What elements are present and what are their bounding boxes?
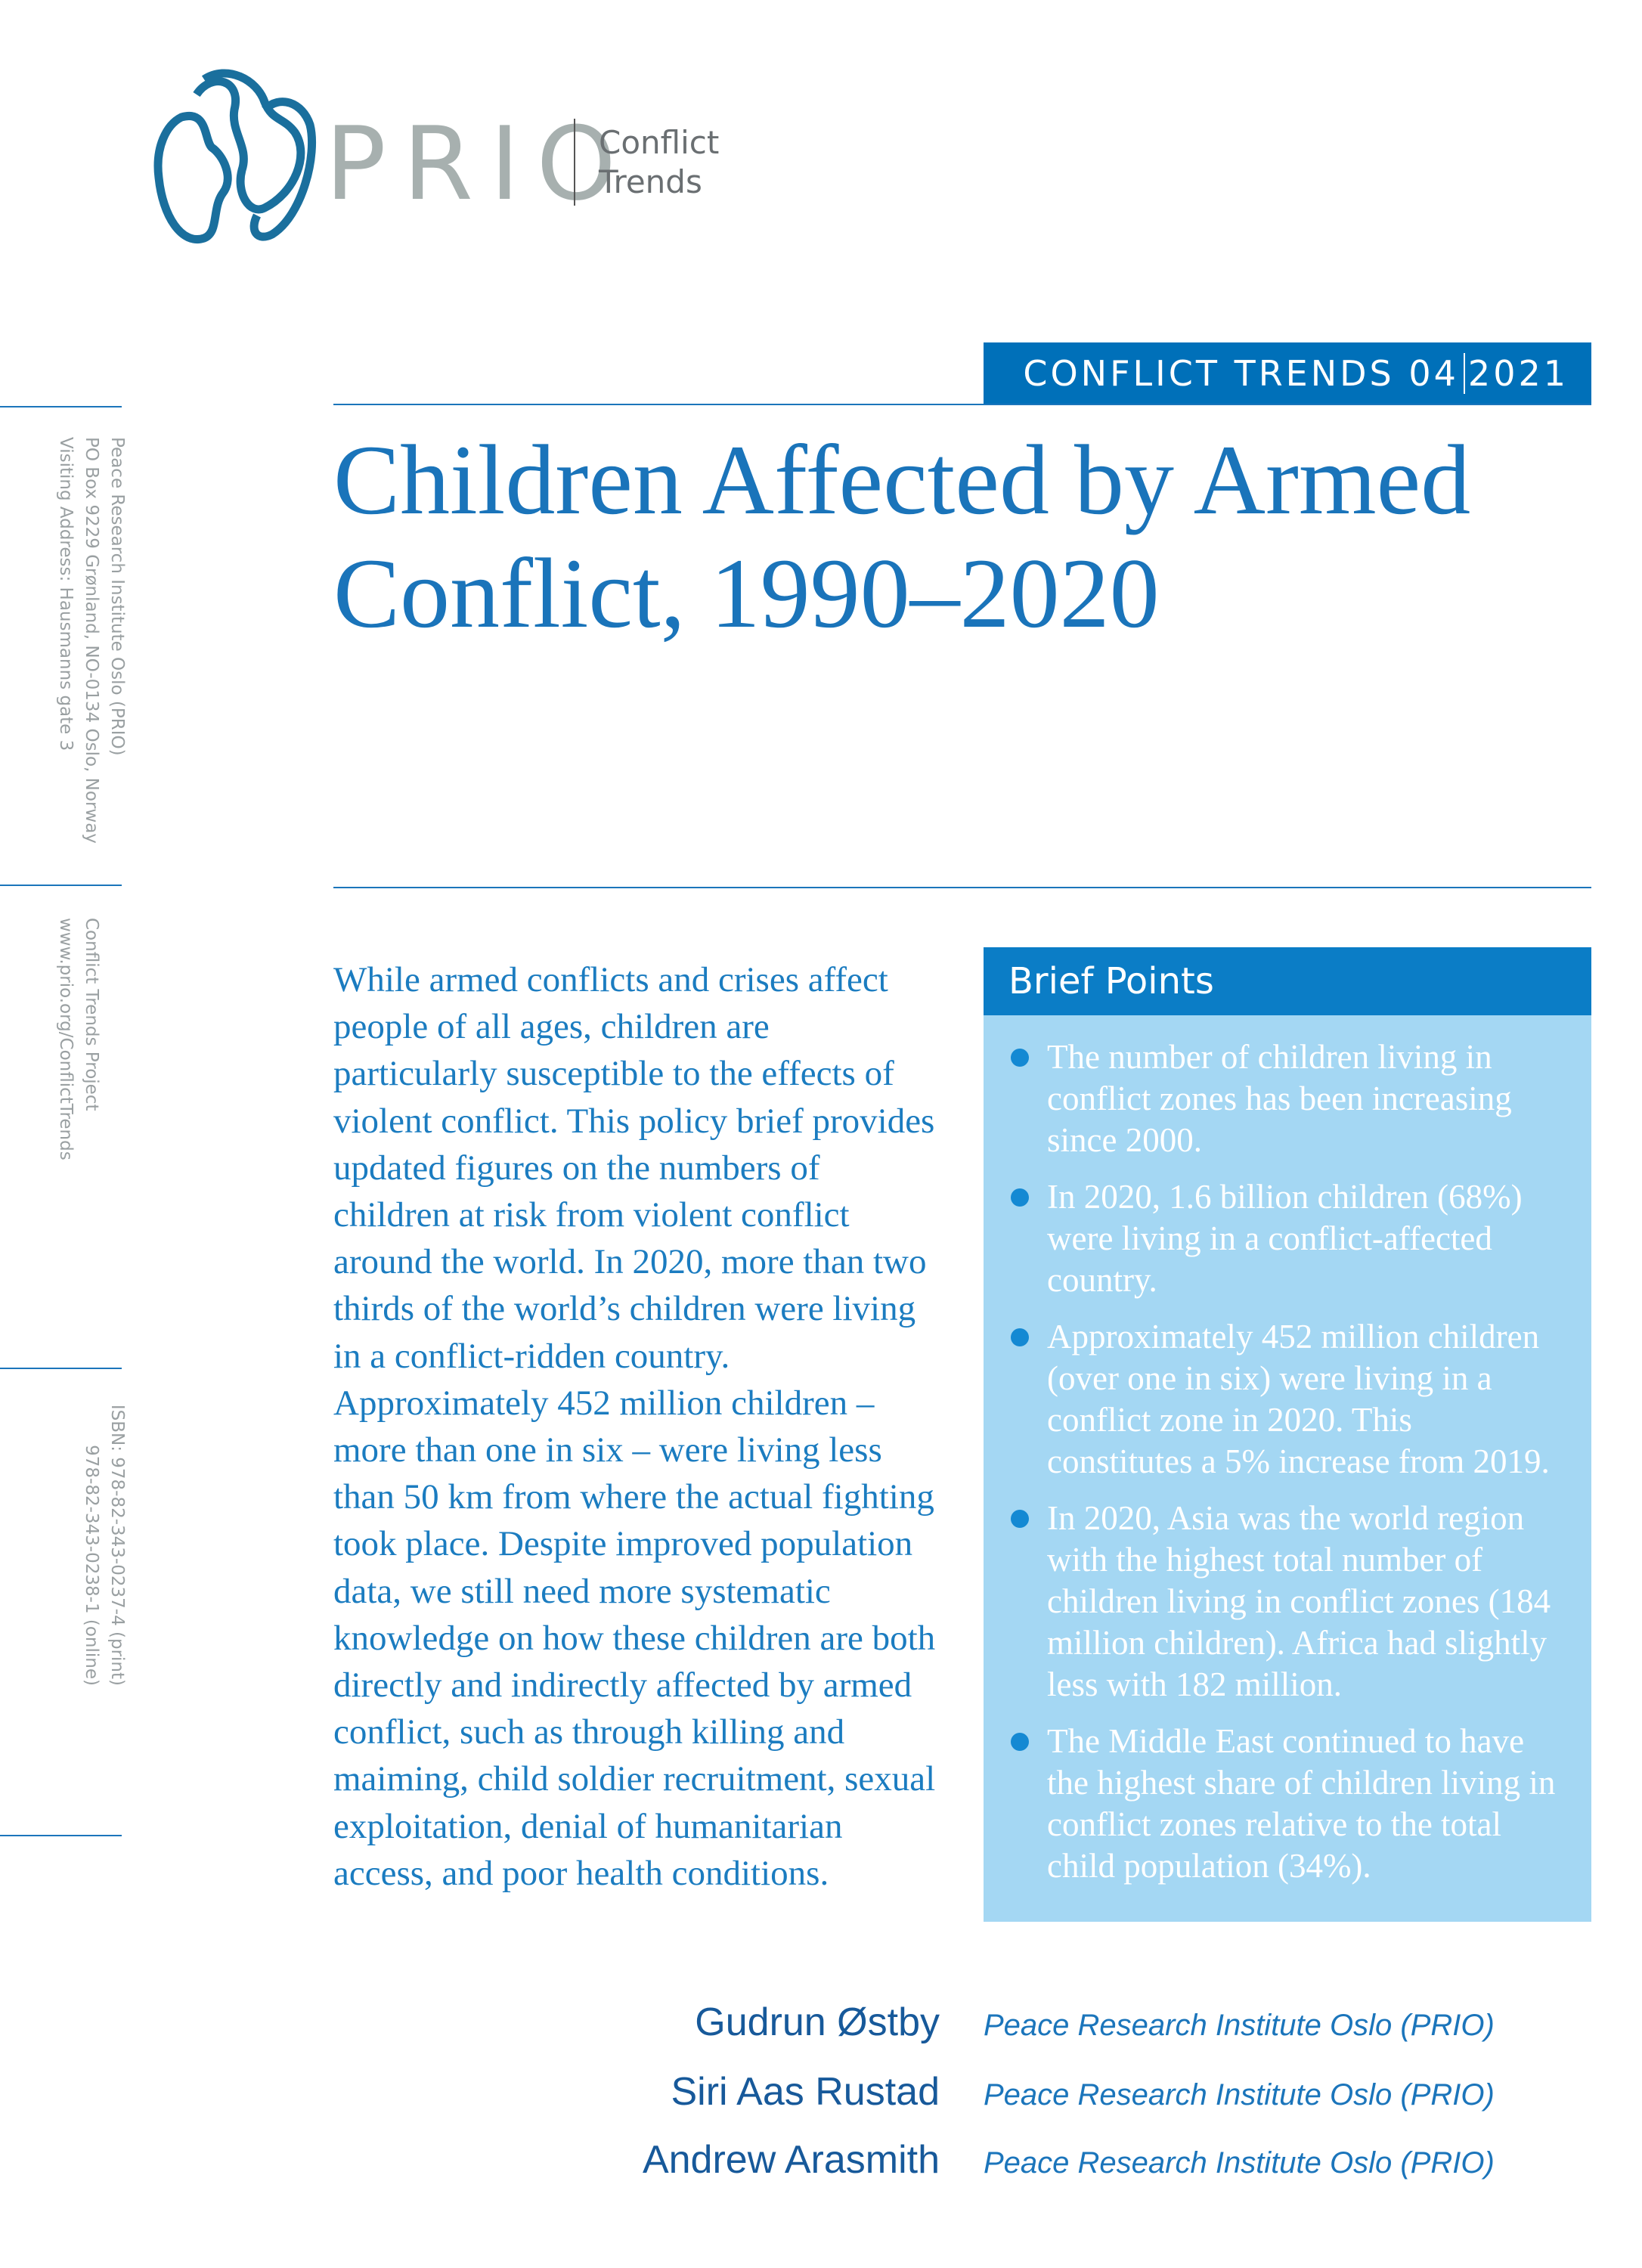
banner-issue: 04 — [1408, 353, 1465, 394]
logo-series-line: Conflict — [599, 124, 720, 161]
sidebar-line: 978-82-343-0238-1 (online) — [82, 1445, 101, 1686]
author-affiliation: Peace Research Institute Oslo (PRIO) — [984, 2009, 1495, 2042]
author-name: Andrew Arasmith — [642, 2138, 940, 2182]
logo-mark — [153, 69, 316, 243]
brief-point-text: In 2020, Asia was the world region with … — [1047, 1499, 1551, 1703]
sidebar-line: ISBN: 978-82-343-0237-4 (print) — [107, 1404, 127, 1686]
bullet — [1011, 1733, 1029, 1751]
author-name: Gudrun Østby — [695, 2000, 940, 2044]
author-affiliation: Peace Research Institute Oslo (PRIO) — [984, 2078, 1495, 2112]
sidebar-isbn: ISBN: 978-82-343-0237-4 (print) 978-82-3… — [79, 1399, 130, 1686]
brief-points-heading: Brief Points — [984, 947, 1591, 1015]
title-rule — [333, 404, 1591, 405]
bullet — [1011, 1049, 1029, 1067]
brief-points-box: The number of children living in conflic… — [984, 1015, 1591, 1922]
side-rule — [0, 406, 122, 407]
brief-point: In 2020, Asia was the world region with … — [1011, 1498, 1561, 1706]
brief-point-text: In 2020, 1.6 billion children (68%) were… — [1047, 1178, 1523, 1299]
bullet — [1011, 1510, 1029, 1528]
sidebar-line: www.prio.org/ConflictTrends — [56, 918, 76, 1160]
brief-point-text: The number of children living in conflic… — [1047, 1038, 1512, 1159]
sidebar-line: Visiting Address: Hausmanns gate 3 — [56, 437, 76, 751]
banner-series: CONFLICT TRENDS — [1023, 353, 1395, 394]
brief-point: In 2020, 1.6 billion children (68%) were… — [1011, 1176, 1561, 1301]
sidebar-line: Conflict Trends Project — [82, 918, 101, 1111]
side-rule — [0, 885, 122, 886]
sidebar-project: Conflict Trends Project www.prio.org/Con… — [53, 918, 104, 1160]
sidebar-line: Peace Research Institute Oslo (PRIO) — [107, 437, 127, 756]
logo-text: PRIO — [325, 105, 633, 223]
title-line: Conflict, 1990–2020 — [333, 538, 1160, 649]
logo-divider — [574, 119, 575, 206]
banner: CONFLICT TRENDS 04 2021 — [984, 342, 1591, 404]
brief-point: The Middle East continued to have the hi… — [1011, 1721, 1561, 1887]
author-name: Siri Aas Rustad — [671, 2070, 940, 2114]
intro-paragraph: While armed conflicts and crises affect … — [333, 960, 936, 1893]
logo-series: Conflict Trends — [599, 123, 719, 202]
brief-point-text: Approximately 452 million children (over… — [1047, 1318, 1550, 1480]
title-line: Children Affected by Armed — [333, 424, 1471, 535]
sidebar-address: Peace Research Institute Oslo (PRIO) PO … — [53, 437, 130, 844]
brief-point-text: The Middle East continued to have the hi… — [1047, 1722, 1556, 1885]
author-affiliation: Peace Research Institute Oslo (PRIO) — [984, 2146, 1495, 2180]
title: Children Affected by Armed Conflict, 199… — [333, 423, 1470, 650]
side-rule — [0, 1368, 122, 1369]
bullet — [1011, 1328, 1029, 1346]
brief-point: The number of children living in conflic… — [1011, 1036, 1561, 1161]
side-rule — [0, 1835, 122, 1836]
bullet — [1011, 1188, 1029, 1207]
sidebar-line: PO Box 9229 Grønland, NO-0134 Oslo, Norw… — [82, 437, 101, 844]
content-rule — [333, 887, 1591, 888]
logo-series-line: Trends — [599, 163, 702, 200]
banner-year: 2021 — [1467, 353, 1569, 394]
brief-point: Approximately 452 million children (over… — [1011, 1316, 1561, 1483]
